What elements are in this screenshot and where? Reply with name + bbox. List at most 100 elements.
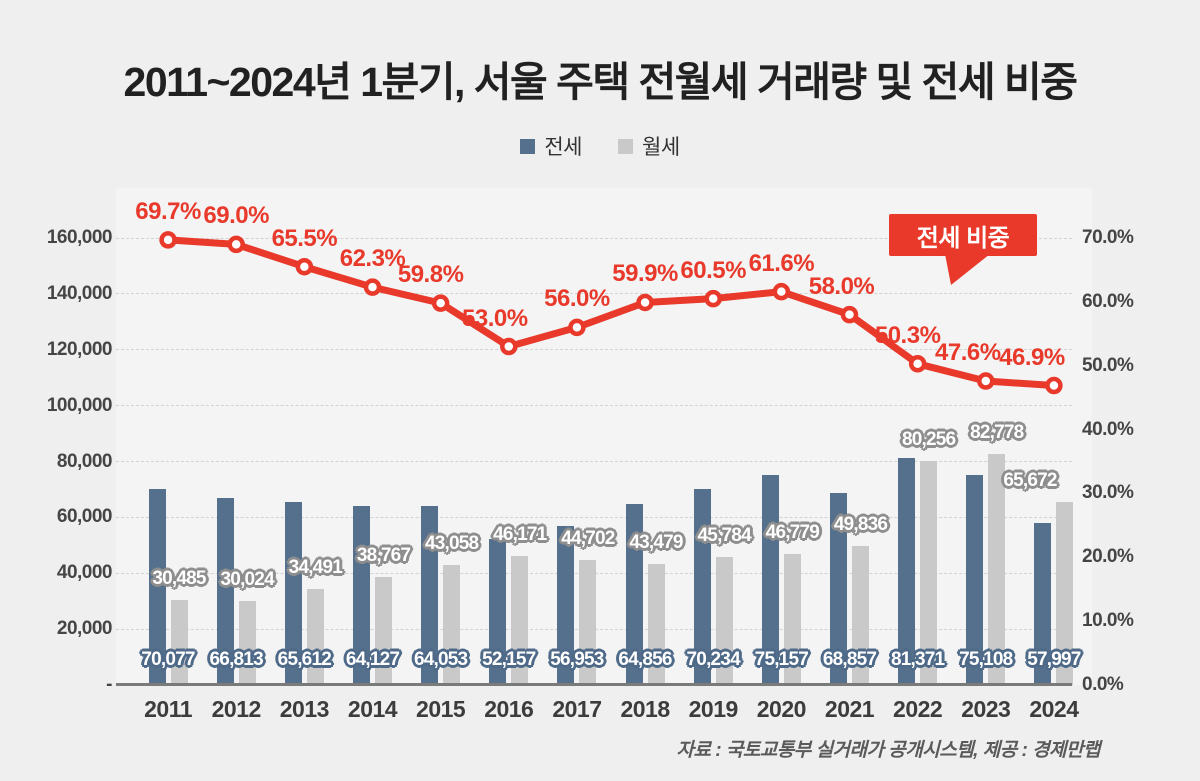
bar-label-jeonse: 64,856 [618,649,672,670]
right-axis-tick: 30.0% [1082,482,1134,504]
legend-label-jeonse: 전세 [544,136,582,159]
bar-label-jeonse: 64,053 [413,649,468,670]
year-label: 2020 [756,696,807,722]
grid-line [116,405,1072,407]
bar-wolse [647,563,665,685]
bar-label-jeonse: 75,108 [959,649,1013,670]
bar-wolse [783,554,801,685]
bar-label-wolse: 44,702 [561,528,615,550]
bar-jeonse [148,489,166,685]
year-label: 2024 [1029,696,1079,722]
right-axis-tick: 10.0% [1082,610,1134,632]
jeonse-ratio-callout: 전세 비중 [889,214,1037,256]
trend-point-label: 56.0% [544,285,610,313]
legend: 전세 월세 [0,131,1200,161]
legend-item-jeonse: 전세 [520,131,582,161]
right-axis-tick: 40.0% [1082,418,1134,440]
year-label: 2019 [688,696,739,722]
right-axis-tick: 70.0% [1082,227,1134,248]
year-label: 2012 [211,696,262,722]
bar-wolse [306,588,324,685]
source-caption: 자료 : 국토교통부 실거래가 공개시스템, 제공 : 경제만랩 [676,740,1101,761]
bar-label-jeonse: 56,953 [550,649,604,670]
jeonse-swatch-icon [520,138,536,154]
bar-jeonse [966,475,984,685]
year-label: 2014 [347,696,398,722]
bar-wolse [443,564,461,685]
year-label: 2015 [416,696,466,722]
bar-label-wolse: 45,784 [697,525,752,547]
year-label: 2016 [484,696,534,722]
bar-jeonse [898,457,916,685]
year-label: 2011 [144,696,193,722]
left-axis-tick: 100,000 [46,394,113,416]
year-label: 2021 [824,696,875,722]
left-axis-tick: 20,000 [56,618,113,640]
legend-item-wolse: 월세 [618,131,680,161]
bar-wolse [920,460,938,685]
left-axis-tick: - [106,674,112,695]
bar-jeonse [421,506,439,685]
bar-label-wolse: 80,256 [901,428,956,450]
right-axis-tick: 0.0% [1082,674,1124,695]
bar-label-jeonse: 64,127 [345,649,400,670]
bar-wolse [852,545,869,685]
grid-line [116,461,1072,462]
bar-label-wolse: 46,171 [493,524,547,545]
bar-jeonse [761,475,779,685]
left-axis-tick: 120,000 [46,338,113,360]
bar-jeonse [557,525,575,685]
chart-title: 2011~2024년 1분기, 서울 주택 전월세 거래량 및 전세 비중 [123,59,1078,105]
left-axis-tick: 160,000 [46,227,113,248]
bar-jeonse [693,488,711,685]
bar-label-wolse: 46,779 [765,522,820,544]
bar-wolse [238,601,256,685]
bar-label-wolse: 30,024 [220,569,275,591]
bar-jeonse [216,498,234,685]
bar-jeonse [353,505,370,685]
bar-label-wolse: 49,836 [833,513,888,535]
x-axis-baseline [116,683,1072,686]
wolse-swatch-icon [618,138,633,154]
bar-jeonse [625,503,643,685]
trend-point-label: 69.7% [135,197,201,225]
bar-label-jeonse: 70,234 [686,649,741,670]
bar-label-wolse: 34,491 [288,556,343,578]
bar-wolse [170,599,188,685]
bar-jeonse [830,492,847,685]
legend-label-wolse: 월세 [642,136,680,159]
bar-jeonse [489,539,507,685]
callout-tail-icon [945,254,990,285]
bar-wolse [511,556,529,685]
bar-label-jeonse: 52,157 [482,649,536,670]
year-label: 2013 [279,696,330,722]
trend-point-label: 46.9% [999,343,1065,371]
bar-label-wolse: 30,485 [152,567,206,589]
left-axis-tick: 80,000 [56,450,113,472]
bar-label-jeonse: 70,077 [141,649,195,670]
left-axis-tick: 140,000 [46,282,113,304]
bar-wolse [988,453,1006,685]
bar-label-jeonse: 68,857 [822,649,877,670]
bar-label-jeonse: 57,997 [1027,649,1081,670]
bar-wolse [579,560,597,685]
bar-jeonse [284,501,302,685]
bar-label-wolse: 43,058 [424,532,479,554]
left-axis-tick: 40,000 [56,562,113,584]
right-axis-tick: 20.0% [1082,546,1134,568]
trend-point-label: 59.8% [397,261,464,289]
trend-point-label: 58.0% [808,272,875,300]
right-axis-tick: 50.0% [1082,354,1134,376]
year-label: 2018 [620,696,670,722]
grid-line [116,516,1072,518]
bar-label-wolse: 65,672 [1003,469,1057,491]
right-axis-tick: 60.0% [1082,290,1134,312]
bar-jeonse [1034,522,1052,685]
bar-label-wolse: 38,767 [356,544,411,566]
bar-label-wolse: 82,778 [970,421,1024,443]
left-axis-tick: 60,000 [56,506,113,528]
bar-wolse [715,557,733,685]
year-label: 2017 [552,696,602,722]
bar-wolse [375,576,392,685]
